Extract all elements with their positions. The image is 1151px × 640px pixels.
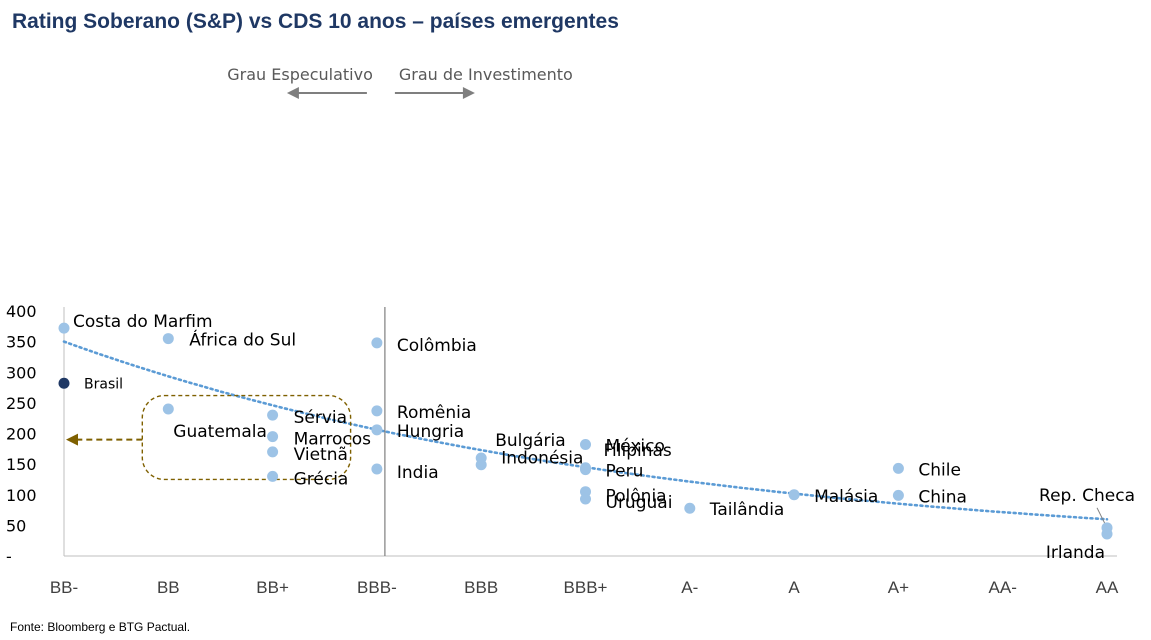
y-tick-label: 300 xyxy=(6,363,37,382)
x-tick-label: A+ xyxy=(888,578,909,597)
point-label: Filipinas xyxy=(604,441,672,461)
point-label: Tailândia xyxy=(709,500,785,520)
point-label: Hungria xyxy=(397,422,464,442)
point-label: Colômbia xyxy=(397,336,477,356)
data-point xyxy=(267,409,279,421)
data-point xyxy=(684,502,696,514)
point-label: India xyxy=(397,463,439,483)
x-tick-label: BBB- xyxy=(357,578,397,597)
point-label: México xyxy=(606,437,665,457)
point-label: Irlanda xyxy=(1046,543,1105,563)
data-point xyxy=(580,493,591,505)
chart-title: Rating Soberano (S&P) vs CDS 10 anos – p… xyxy=(12,10,619,33)
speculative-arrow-head xyxy=(286,87,299,99)
y-tick-label: 200 xyxy=(6,425,37,444)
scatter-plot: - 50 100 150 200 250 300 350 400 BB- BB BB+ BBB- BBB B… xyxy=(6,65,1135,597)
point-label: Costa do Marfim xyxy=(73,312,213,332)
investment-arrow-head xyxy=(462,87,475,99)
point-label: Polônia xyxy=(606,487,667,507)
y-tick-label: 100 xyxy=(6,486,37,505)
x-tick-label: A xyxy=(788,578,800,597)
point-label: Uruguai xyxy=(606,493,673,513)
point-label: Brasil xyxy=(84,376,123,392)
data-point xyxy=(371,463,383,475)
point-label: Indonésia xyxy=(501,449,583,469)
y-tick-label: 250 xyxy=(6,394,37,413)
point-label: Vietnã xyxy=(294,445,348,465)
peer-group-box xyxy=(141,394,352,481)
y-tick-label: - xyxy=(6,547,12,566)
data-point xyxy=(1101,528,1113,540)
point-label: China xyxy=(918,487,967,507)
data-point xyxy=(162,403,174,415)
data-point xyxy=(267,470,279,482)
annotations: Grau Especulativo Grau de Investimento xyxy=(66,65,1106,556)
point-label: Chile xyxy=(918,460,961,480)
point-label: Sérvia xyxy=(294,408,347,428)
x-tick-label: BBB+ xyxy=(564,578,608,597)
point-label: Romênia xyxy=(397,403,471,423)
x-tick-label: BB+ xyxy=(256,578,289,597)
data-point xyxy=(892,462,904,474)
point-label: Peru xyxy=(606,462,644,482)
axes: - 50 100 150 200 250 300 350 400 BB- BB BB+ BBB- BBB B… xyxy=(6,302,1119,597)
data-point xyxy=(371,337,383,349)
data-point xyxy=(580,464,591,476)
box-arrow-head xyxy=(66,433,78,446)
point-labels: Costa do Marfim Brasil África do Sul Guatem… xyxy=(73,312,1135,563)
x-tick-label: A- xyxy=(681,578,698,597)
x-tick-label: AA xyxy=(1096,578,1119,597)
data-points xyxy=(58,322,1113,540)
point-label: Bulgária xyxy=(495,431,566,451)
x-tick-label: BBB xyxy=(464,578,498,597)
speculative-label: Grau Especulativo xyxy=(227,65,373,84)
point-label: Grécia xyxy=(294,469,349,489)
data-point xyxy=(162,333,174,345)
data-point xyxy=(371,424,383,436)
y-tick-label: 150 xyxy=(6,455,37,474)
point-label: Malásia xyxy=(814,487,878,507)
data-point xyxy=(580,439,591,451)
y-tick-label: 350 xyxy=(6,333,37,352)
data-point xyxy=(58,377,70,389)
data-point xyxy=(371,405,383,417)
x-tick-label: BB xyxy=(157,578,180,597)
point-label: Rep. Checa xyxy=(1039,486,1135,506)
source-note: Fonte: Bloomberg e BTG Pactual. xyxy=(10,620,191,634)
point-label: África do Sul xyxy=(189,329,296,351)
x-tick-label: BB- xyxy=(50,578,78,597)
data-point xyxy=(58,322,70,334)
investment-label: Grau de Investimento xyxy=(399,65,573,84)
label-leader-line xyxy=(1096,507,1106,525)
data-point xyxy=(892,489,904,501)
data-point xyxy=(788,489,800,501)
point-label: Guatemala xyxy=(173,422,267,442)
data-point xyxy=(267,446,279,458)
y-tick-label: 50 xyxy=(6,516,26,535)
x-tick-label: AA- xyxy=(989,578,1017,597)
point-label: Marrocos xyxy=(294,430,372,450)
y-tick-label: 400 xyxy=(6,302,37,321)
data-point xyxy=(267,431,279,443)
data-point xyxy=(475,459,487,471)
